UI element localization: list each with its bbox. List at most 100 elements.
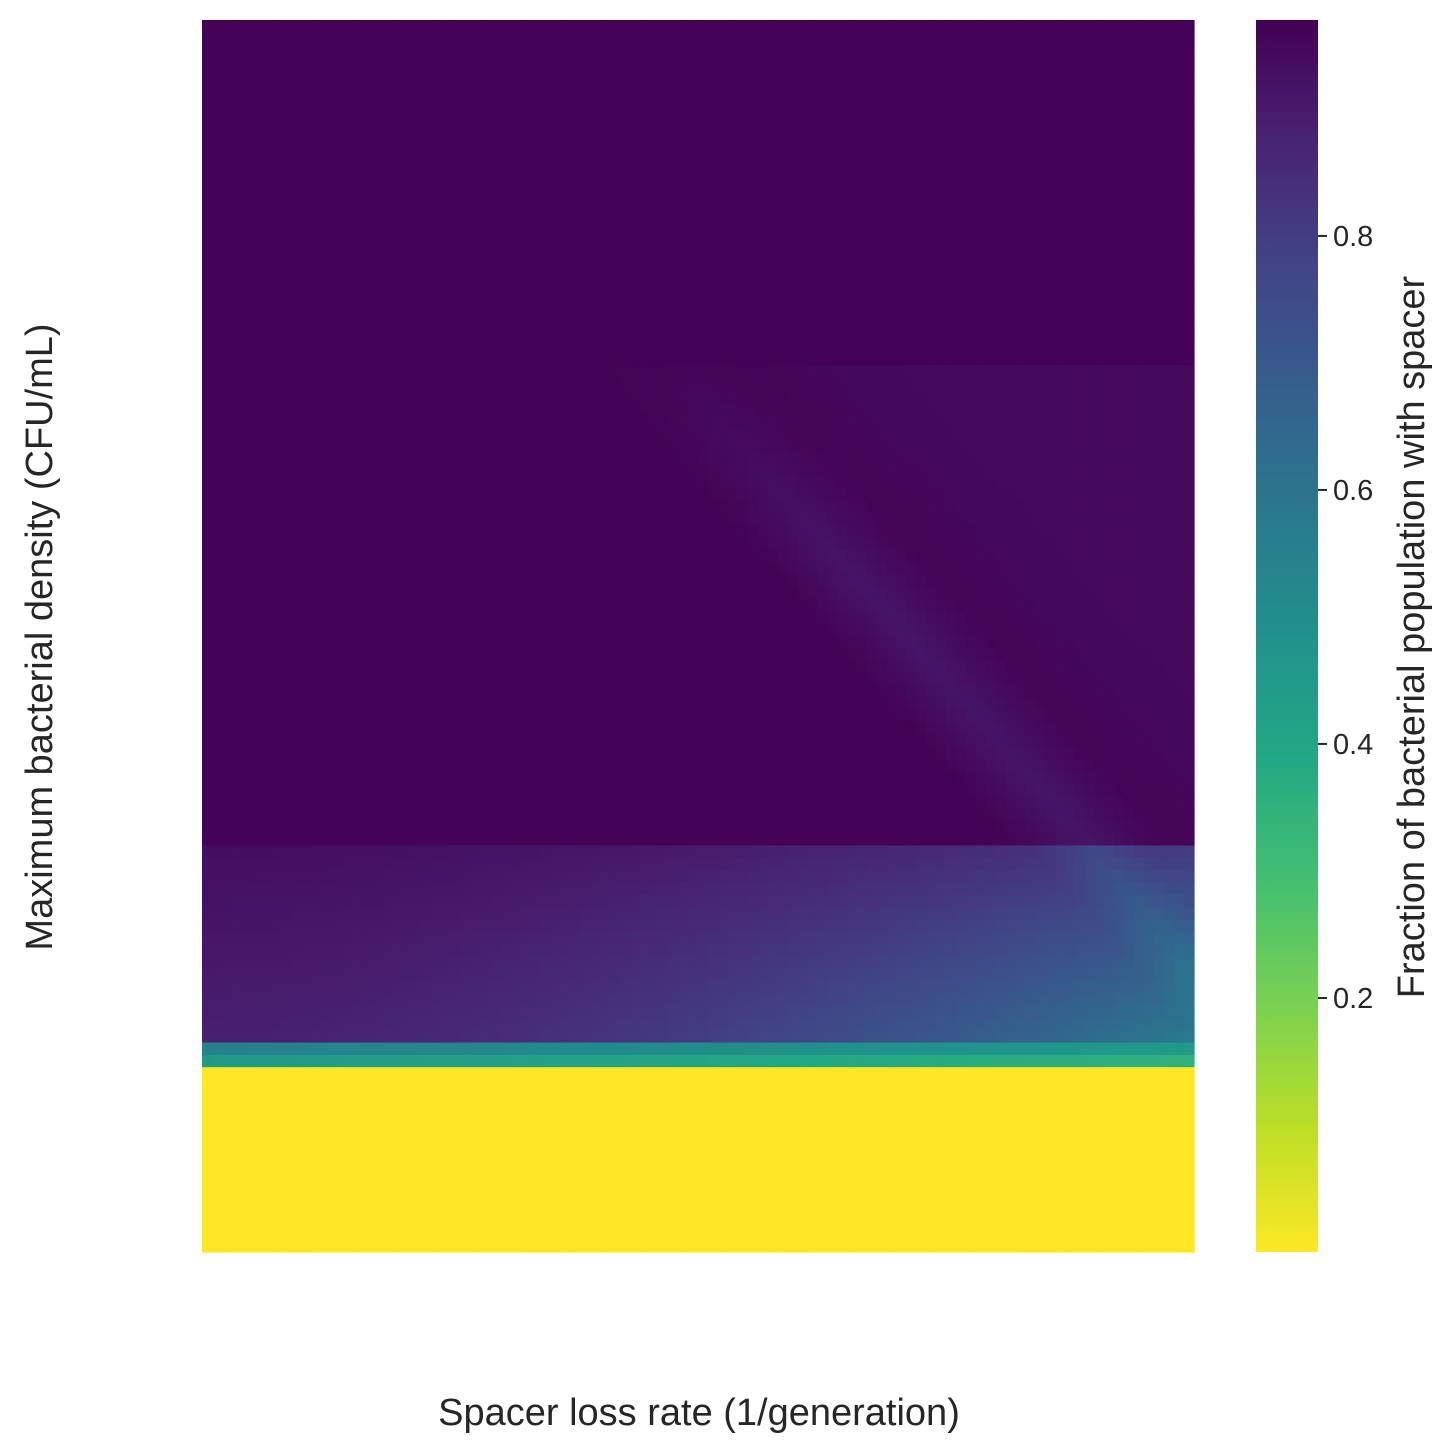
heatmap-cell	[985, 106, 997, 120]
heatmap-cell	[459, 81, 471, 95]
heatmap-cell	[211, 180, 223, 194]
heatmap-cell	[1164, 291, 1175, 304]
heatmap-cell	[1094, 155, 1106, 169]
heatmap-cell	[559, 377, 570, 391]
heatmap-cell	[777, 352, 788, 366]
heatmap-cell	[301, 303, 312, 317]
heatmap-cell	[658, 180, 669, 194]
heatmap-cell	[955, 401, 967, 415]
heatmap-cell	[995, 291, 1007, 304]
heatmap-cell	[559, 291, 570, 304]
heatmap-cell	[658, 389, 669, 403]
heatmap-cell	[291, 611, 302, 625]
heatmap-cell	[707, 352, 719, 366]
heatmap-cell	[440, 562, 451, 575]
heatmap-cell	[1164, 229, 1175, 243]
heatmap-cell	[807, 266, 818, 280]
heatmap-cell	[549, 340, 560, 354]
heatmap-cell	[578, 291, 590, 304]
heatmap-cell	[380, 204, 392, 218]
heatmap-cell	[826, 512, 838, 526]
heatmap-cell	[390, 475, 401, 489]
heatmap-cell	[291, 451, 302, 465]
heatmap-cell	[1184, 500, 1195, 514]
heatmap-cell	[1184, 537, 1195, 551]
heatmap-cell	[1144, 463, 1155, 477]
heatmap-cell	[1134, 130, 1145, 144]
heatmap-cell	[221, 500, 233, 514]
heatmap-cell	[926, 81, 937, 95]
heatmap-cell	[757, 180, 769, 194]
heatmap-cell	[638, 118, 649, 132]
heatmap-cell	[698, 204, 709, 218]
heatmap-cell	[678, 401, 689, 415]
heatmap-cell	[1184, 451, 1195, 465]
heatmap-cell	[301, 93, 312, 107]
heatmap-cell	[985, 488, 997, 502]
heatmap-cell	[499, 500, 511, 514]
heatmap-cell	[965, 167, 977, 181]
heatmap-cell	[301, 389, 312, 403]
heatmap-cell	[717, 611, 729, 625]
heatmap-cell	[1045, 106, 1056, 120]
heatmap-cell	[1154, 20, 1165, 33]
heatmap-cell	[330, 20, 342, 33]
heatmap-cell	[1094, 229, 1106, 243]
heatmap-cell	[955, 562, 967, 575]
heatmap-cell	[301, 611, 312, 625]
heatmap-cell	[489, 562, 501, 575]
heatmap-cell	[211, 611, 223, 625]
heatmap-cell	[321, 32, 332, 46]
heatmap-cell	[1114, 414, 1126, 428]
heatmap-cell	[489, 254, 501, 267]
heatmap-cell	[221, 143, 233, 157]
heatmap-cell	[1015, 69, 1026, 83]
heatmap-cell	[271, 118, 282, 132]
heatmap-cell	[1045, 488, 1056, 502]
heatmap-cell	[896, 167, 907, 181]
heatmap-cell	[459, 241, 471, 255]
heatmap-cell	[727, 500, 739, 514]
heatmap-cell	[459, 266, 471, 280]
heatmap-cell	[737, 93, 749, 107]
heatmap-cell	[836, 93, 848, 107]
heatmap-cell	[936, 266, 947, 280]
heatmap-cell	[1154, 488, 1165, 502]
heatmap-cell	[1074, 463, 1086, 477]
heatmap-cell	[876, 328, 888, 341]
heatmap-cell	[529, 525, 540, 539]
heatmap-cell	[896, 217, 907, 231]
heatmap-cell	[856, 254, 868, 267]
heatmap-cell	[559, 143, 570, 157]
heatmap-cell	[975, 106, 987, 120]
heatmap-cell	[1144, 266, 1155, 280]
heatmap-cell	[668, 291, 679, 304]
heatmap-cell	[251, 537, 263, 551]
heatmap-cell	[995, 623, 1007, 637]
heatmap-cell	[648, 143, 659, 157]
heatmap-cell	[906, 451, 917, 465]
heatmap-cell	[261, 93, 273, 107]
heatmap-cell	[450, 204, 461, 218]
heatmap-cell	[489, 303, 501, 317]
heatmap-cell	[211, 463, 223, 477]
heatmap-cell	[1104, 266, 1116, 280]
heatmap-cell	[519, 599, 530, 612]
heatmap-cell	[866, 241, 878, 255]
heatmap-cell	[440, 377, 451, 391]
heatmap-cell	[876, 93, 888, 107]
heatmap-cell	[926, 500, 937, 514]
heatmap-cell	[578, 118, 590, 132]
heatmap-cell	[578, 254, 590, 267]
heatmap-cell	[1005, 106, 1017, 120]
heatmap-cell	[757, 315, 769, 329]
heatmap-cell	[549, 69, 560, 83]
heatmap-cell	[1015, 352, 1026, 366]
heatmap-cell	[608, 537, 620, 551]
heatmap-cell	[1005, 315, 1017, 329]
heatmap-cell	[1045, 328, 1056, 341]
heatmap-cell	[836, 291, 848, 304]
heatmap-cell	[211, 155, 223, 169]
heatmap-cell	[856, 463, 868, 477]
heatmap-cell	[440, 352, 451, 366]
